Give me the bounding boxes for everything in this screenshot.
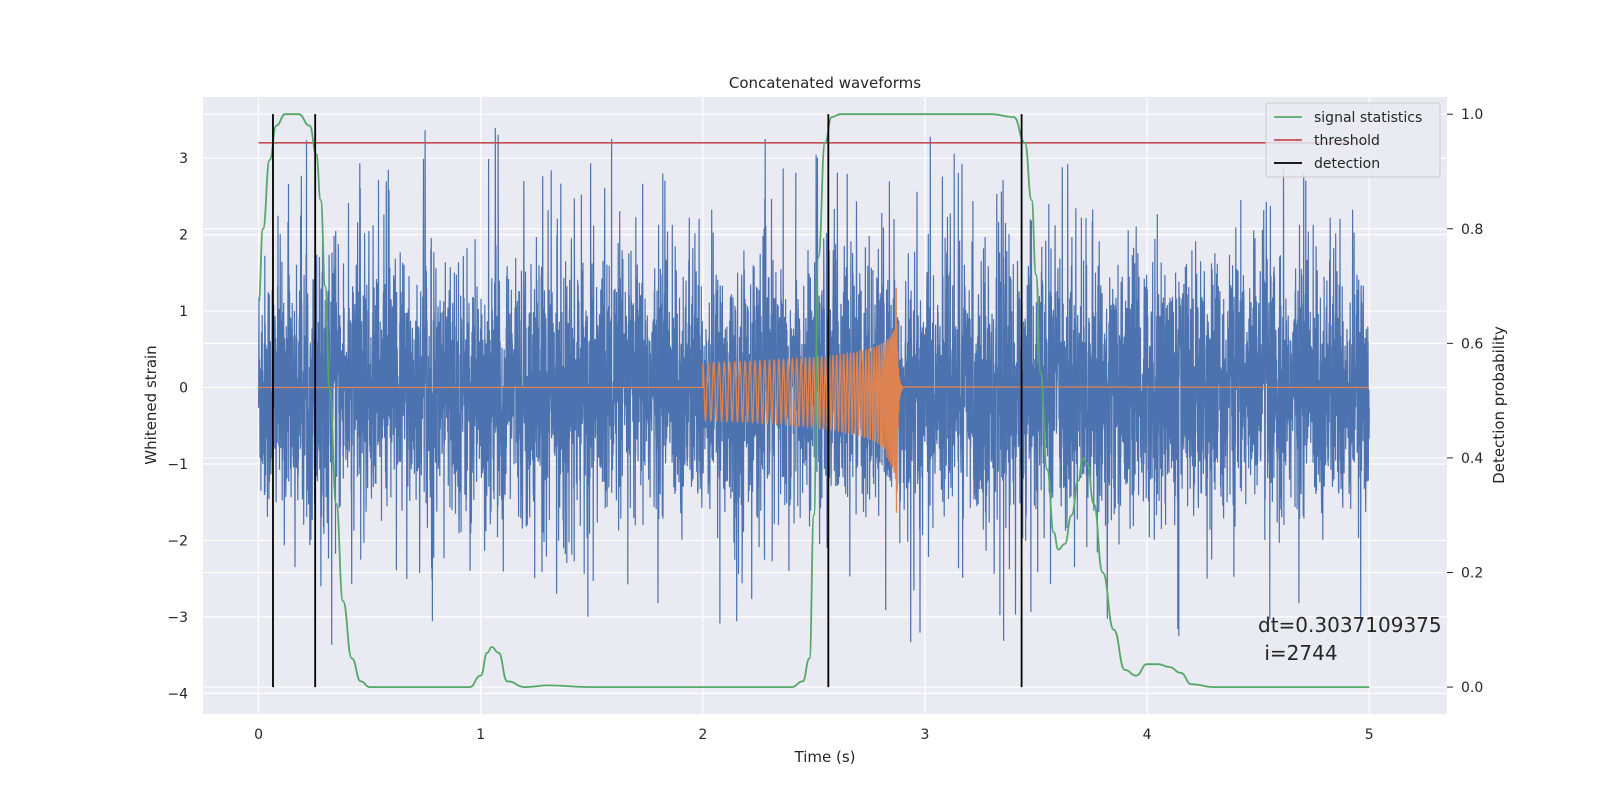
- x-axis-label: Time (s): [794, 748, 856, 766]
- strain-series: [257, 127, 1370, 645]
- template-line: [258, 287, 1370, 513]
- legend-label-threshold: threshold: [1314, 133, 1380, 149]
- y2-tick-label: 0.6: [1461, 336, 1483, 352]
- x-tick-label: 3: [921, 727, 930, 743]
- x-tick-label: 2: [698, 727, 707, 743]
- x-tick-label: 1: [476, 727, 485, 743]
- y2-tick-label: 0.8: [1461, 222, 1483, 238]
- axes: 0 1 2 3 4 5 −4 −3 −2 −1 0 1 2 3 0.0 0.2 0.4 0.6 0.8 1.0: [167, 107, 1483, 743]
- y-tick-label: −4: [167, 686, 188, 702]
- y2-tick-label: 0.4: [1461, 451, 1483, 467]
- y-tick-label: −1: [167, 457, 188, 473]
- y-tick-label: 1: [179, 304, 188, 320]
- y-tick-label: 2: [179, 228, 188, 244]
- legend: signal statistics threshold detection: [1265, 102, 1441, 178]
- annotation-dt: dt=0.3037109375: [1258, 613, 1442, 637]
- x-tick-label: 5: [1365, 727, 1374, 743]
- x-tick-label: 4: [1143, 727, 1152, 743]
- y2-axis-label: Detection probability: [1490, 326, 1508, 484]
- y-tick-label: 3: [179, 151, 188, 167]
- legend-box: [1265, 102, 1441, 178]
- y2-tick-label: 0.2: [1461, 565, 1483, 581]
- y-axis-label: Whitened strain: [142, 345, 160, 464]
- annotation-i: i=2744: [1258, 641, 1338, 665]
- signal-statistics-line: [257, 113, 1370, 689]
- y-tick-label: −2: [167, 533, 188, 549]
- template-series: [258, 287, 1370, 513]
- y2-tick-label: 1.0: [1461, 107, 1483, 123]
- chart-title: Concatenated waveforms: [729, 74, 921, 92]
- y-tick-label: −3: [167, 610, 188, 626]
- y-tick-label: 0: [179, 381, 188, 397]
- legend-label-detection: detection: [1314, 156, 1380, 172]
- x-tick-label: 0: [254, 727, 263, 743]
- probability-series: [257, 113, 1370, 689]
- strain-line: [257, 127, 1370, 645]
- y2-tick-label: 0.0: [1461, 680, 1483, 696]
- legend-label-signal-statistics: signal statistics: [1314, 110, 1422, 126]
